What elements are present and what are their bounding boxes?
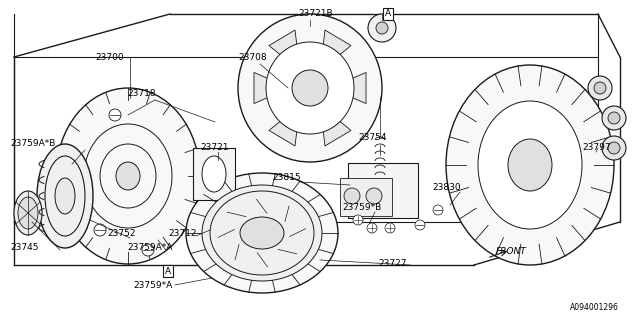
- Ellipse shape: [45, 156, 85, 236]
- Ellipse shape: [385, 223, 395, 233]
- Ellipse shape: [84, 124, 172, 228]
- Bar: [348, 163, 418, 218]
- Text: 23759*B: 23759*B: [342, 204, 381, 212]
- Text: A094001296: A094001296: [570, 302, 619, 311]
- Ellipse shape: [210, 191, 314, 275]
- Text: 23759*A: 23759*A: [133, 281, 172, 290]
- Ellipse shape: [240, 217, 284, 249]
- Ellipse shape: [478, 101, 582, 229]
- Text: A: A: [165, 267, 171, 276]
- Ellipse shape: [14, 191, 42, 235]
- Ellipse shape: [588, 76, 612, 100]
- Ellipse shape: [116, 162, 140, 190]
- Polygon shape: [254, 72, 290, 104]
- Ellipse shape: [376, 22, 388, 34]
- Ellipse shape: [344, 188, 360, 204]
- Text: 23754: 23754: [358, 133, 387, 142]
- Ellipse shape: [508, 139, 552, 191]
- Ellipse shape: [433, 205, 443, 215]
- Polygon shape: [320, 30, 351, 71]
- Ellipse shape: [55, 178, 75, 214]
- Ellipse shape: [266, 42, 354, 134]
- Ellipse shape: [367, 223, 377, 233]
- Text: 23797: 23797: [582, 143, 611, 153]
- Text: 23759A*B: 23759A*B: [10, 139, 56, 148]
- Ellipse shape: [142, 244, 154, 256]
- Text: FRONT: FRONT: [496, 247, 527, 257]
- Text: 23721: 23721: [200, 143, 228, 153]
- Ellipse shape: [18, 197, 38, 229]
- Ellipse shape: [37, 144, 93, 248]
- Polygon shape: [269, 105, 300, 146]
- Text: 23745: 23745: [10, 243, 38, 252]
- Ellipse shape: [594, 82, 606, 94]
- Text: A: A: [385, 10, 391, 19]
- Ellipse shape: [109, 109, 121, 121]
- Text: 23718: 23718: [127, 89, 156, 98]
- Text: 23752: 23752: [107, 228, 136, 237]
- Ellipse shape: [202, 185, 322, 281]
- Ellipse shape: [292, 70, 328, 106]
- Polygon shape: [330, 72, 366, 104]
- Ellipse shape: [56, 88, 200, 264]
- Bar: [193, 148, 235, 200]
- Text: 23708: 23708: [238, 52, 267, 61]
- Bar: [340, 178, 392, 216]
- Ellipse shape: [446, 65, 614, 265]
- Ellipse shape: [366, 188, 382, 204]
- Ellipse shape: [353, 215, 363, 225]
- Polygon shape: [269, 30, 300, 71]
- Ellipse shape: [608, 112, 620, 124]
- Text: 23815: 23815: [272, 173, 301, 182]
- Text: 23712: 23712: [168, 228, 196, 237]
- Text: 23759A*A: 23759A*A: [127, 243, 172, 252]
- Text: 23700: 23700: [95, 52, 124, 61]
- Ellipse shape: [368, 14, 396, 42]
- Ellipse shape: [202, 156, 226, 192]
- Ellipse shape: [238, 14, 382, 162]
- Text: 23727: 23727: [378, 259, 406, 268]
- Polygon shape: [320, 105, 351, 146]
- Text: 23721B: 23721B: [298, 10, 333, 19]
- Ellipse shape: [94, 224, 106, 236]
- Text: 23830: 23830: [432, 183, 461, 193]
- Ellipse shape: [602, 106, 626, 130]
- Ellipse shape: [602, 136, 626, 160]
- Ellipse shape: [608, 142, 620, 154]
- Ellipse shape: [100, 144, 156, 208]
- Ellipse shape: [186, 173, 338, 293]
- Ellipse shape: [415, 220, 425, 230]
